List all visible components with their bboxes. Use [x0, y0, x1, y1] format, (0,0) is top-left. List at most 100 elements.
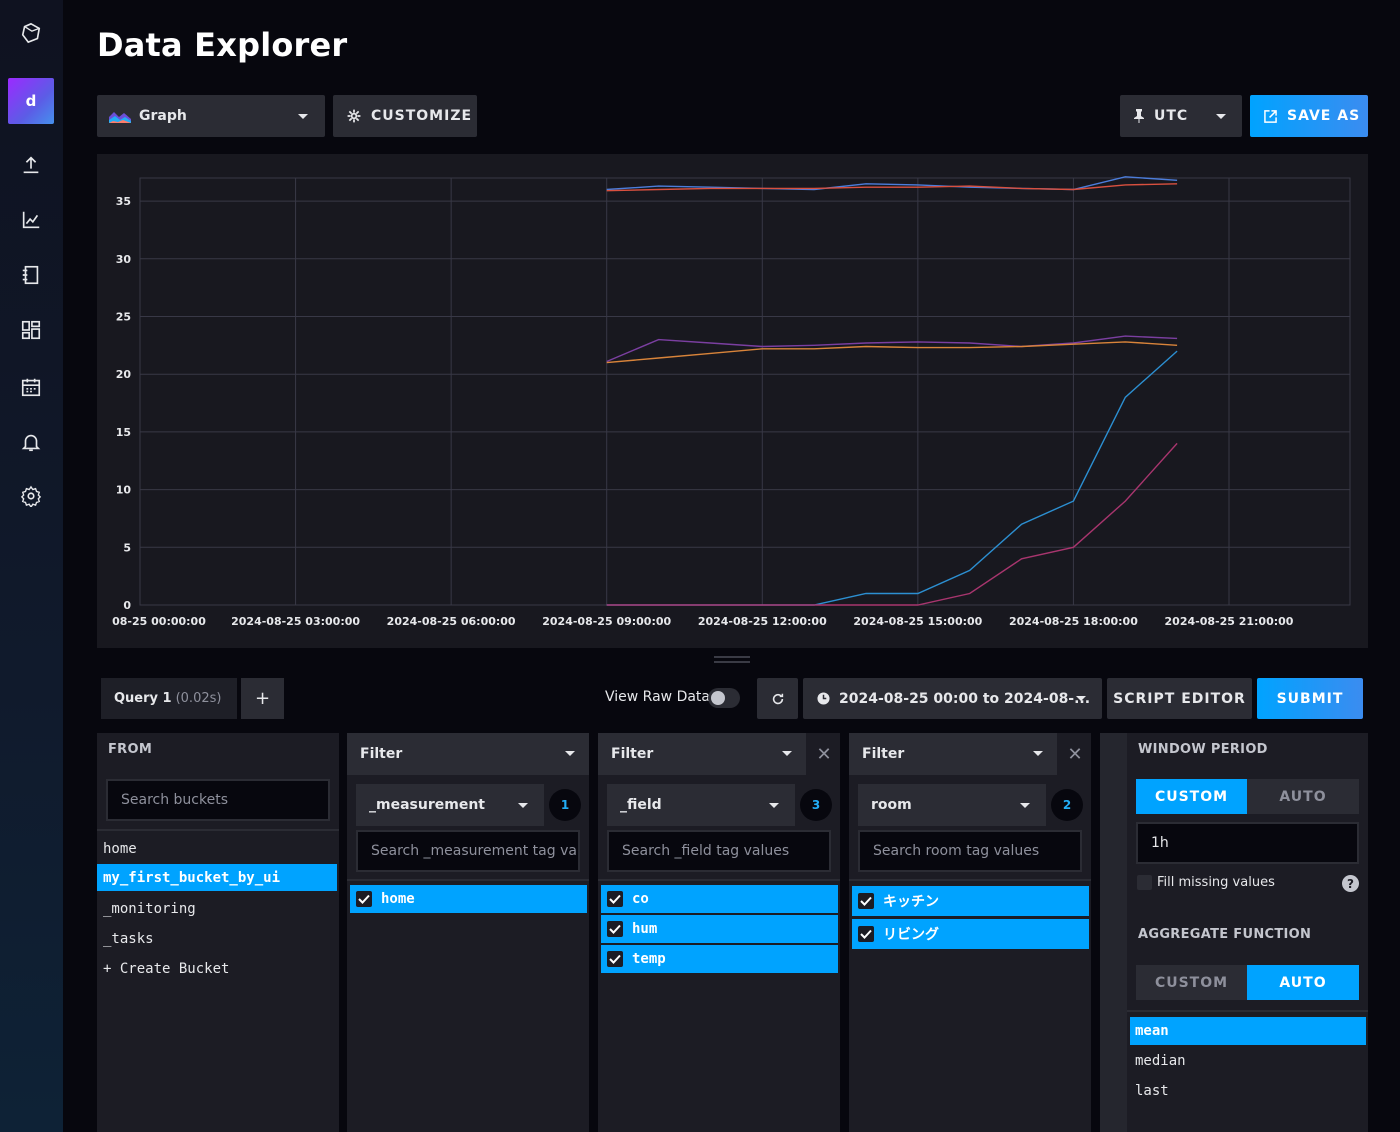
- filter-function-dropdown[interactable]: Filter: [849, 733, 1057, 775]
- query-tab-time: (0.02s): [175, 691, 222, 706]
- settings-icon[interactable]: [8, 473, 54, 519]
- timezone-label: UTC: [1154, 108, 1189, 124]
- close-icon[interactable]: ✕: [816, 743, 832, 765]
- tag-value-label: hum: [632, 921, 658, 937]
- clock-icon: [817, 692, 830, 705]
- bucket-item-selected[interactable]: my_first_bucket_by_ui: [97, 864, 337, 891]
- x-tick-label: 2024-08-25 21:00:00: [1165, 615, 1294, 628]
- query-tab-label: Query 1: [114, 691, 172, 706]
- create-bucket-item[interactable]: + Create Bucket: [103, 960, 230, 977]
- pin-icon: [1134, 109, 1144, 123]
- chevron-down-icon: [1033, 751, 1043, 756]
- y-tick-label: 5: [123, 541, 131, 554]
- tag-key-dropdown[interactable]: _measurement: [356, 784, 544, 826]
- upload-icon[interactable]: [8, 142, 54, 188]
- filter-function-dropdown[interactable]: Filter: [598, 733, 806, 775]
- checkbox-checked-icon: [356, 891, 372, 907]
- time-range-label: 2024-08-25 00:00 to 2024-08-...: [839, 690, 1091, 707]
- window-period-auto-button[interactable]: AUTO: [1247, 779, 1359, 814]
- tag-value-item[interactable]: キッチン: [852, 886, 1089, 916]
- tasks-icon[interactable]: [8, 364, 54, 410]
- tag-value-item[interactable]: co: [601, 885, 838, 913]
- customize-button[interactable]: CUSTOMIZE: [333, 95, 477, 137]
- fill-missing-checkbox[interactable]: [1137, 875, 1152, 890]
- add-query-button[interactable]: +: [241, 678, 284, 719]
- bucket-search-input[interactable]: Search buckets: [106, 779, 330, 821]
- save-as-button[interactable]: SAVE AS: [1250, 95, 1368, 137]
- chevron-down-icon: [1216, 114, 1226, 119]
- tag-value-search-input[interactable]: Search _field tag values: [607, 830, 831, 872]
- aggregate-auto-button[interactable]: AUTO: [1247, 965, 1359, 1000]
- tag-key-dropdown[interactable]: _field: [607, 784, 795, 826]
- time-range-dropdown[interactable]: 2024-08-25 00:00 to 2024-08-...: [803, 678, 1102, 719]
- data-explorer-icon[interactable]: [8, 197, 54, 243]
- y-tick-label: 20: [116, 368, 132, 381]
- divider: [97, 829, 339, 831]
- dashboards-icon[interactable]: [8, 307, 54, 353]
- plot-frame: [139, 177, 1351, 606]
- x-tick-label: 2024-08-25 06:00:00: [387, 615, 516, 628]
- y-tick-label: 15: [116, 426, 131, 439]
- checkbox-checked-icon: [607, 891, 623, 907]
- aggregate-custom-button[interactable]: CUSTOM: [1136, 965, 1247, 1000]
- logo-icon[interactable]: [8, 10, 54, 56]
- series-line: [606, 442, 1178, 606]
- timezone-dropdown[interactable]: UTC: [1120, 95, 1242, 137]
- collapse-gutter[interactable]: [1100, 733, 1127, 1132]
- checkbox-checked-icon: [607, 921, 623, 937]
- view-raw-data-toggle[interactable]: [708, 688, 740, 708]
- bucket-item[interactable]: _tasks: [103, 930, 154, 947]
- aggregate-column: WINDOW PERIOD CUSTOM AUTO 1h Fill missin…: [1100, 733, 1368, 1132]
- tag-value-item[interactable]: hum: [601, 915, 838, 943]
- divider: [1127, 1010, 1368, 1012]
- y-tick-label: 0: [123, 599, 131, 612]
- avatar[interactable]: d: [8, 78, 54, 124]
- view-type-label: Graph: [139, 108, 187, 124]
- y-tick-label: 35: [116, 195, 131, 208]
- view-raw-data-label: View Raw Data: [605, 689, 710, 705]
- tag-value-item[interactable]: リビング: [852, 919, 1089, 949]
- query-tab[interactable]: Query 1 (0.02s): [101, 678, 237, 719]
- x-tick-label: 2024-08-25 09:00:00: [542, 615, 671, 628]
- chevron-down-icon: [298, 114, 308, 119]
- gear-icon: [347, 109, 361, 123]
- series-line: [606, 176, 1178, 191]
- chevron-down-icon: [782, 751, 792, 756]
- view-type-dropdown[interactable]: Graph: [97, 95, 325, 137]
- from-label: FROM: [108, 742, 153, 757]
- refresh-button[interactable]: [757, 678, 798, 719]
- resize-handle[interactable]: [714, 656, 750, 663]
- aggregate-function-item[interactable]: last: [1135, 1083, 1169, 1099]
- aggregate-function-item[interactable]: median: [1135, 1053, 1186, 1069]
- series-line: [606, 350, 1178, 606]
- window-period-custom-button[interactable]: CUSTOM: [1136, 779, 1247, 814]
- toggle-knob: [711, 691, 725, 705]
- tag-value-item[interactable]: home: [350, 885, 587, 913]
- aggregate-function-item-selected[interactable]: mean: [1130, 1017, 1366, 1045]
- from-column: FROM Search buckets home my_first_bucket…: [97, 733, 339, 1132]
- submit-button[interactable]: SUBMIT: [1257, 678, 1363, 719]
- close-icon[interactable]: ✕: [1067, 743, 1083, 765]
- tag-value-search-input[interactable]: Search _measurement tag va: [356, 830, 580, 872]
- alerts-icon[interactable]: [8, 419, 54, 465]
- tag-value-label: リビング: [883, 927, 939, 943]
- x-tick-label: 2024-08-25 12:00:00: [698, 615, 827, 628]
- help-icon[interactable]: ?: [1342, 875, 1359, 892]
- tag-value-search-input[interactable]: Search room tag values: [858, 830, 1082, 872]
- filter-function-dropdown[interactable]: Filter: [347, 733, 589, 775]
- bucket-item[interactable]: _monitoring: [103, 900, 196, 917]
- notebooks-icon[interactable]: [8, 252, 54, 298]
- tag-value-item[interactable]: temp: [601, 945, 838, 973]
- filter-header-label: Filter: [862, 746, 905, 762]
- tag-value-label: temp: [632, 951, 666, 967]
- chevron-down-icon: [769, 803, 779, 808]
- customize-label: CUSTOMIZE: [371, 108, 473, 124]
- script-editor-button[interactable]: SCRIPT EDITOR: [1107, 678, 1252, 719]
- window-period-input[interactable]: 1h: [1136, 822, 1359, 864]
- filter-column-measurement: Filter _measurement 1 Search _measuremen…: [347, 733, 589, 1132]
- tag-key-dropdown[interactable]: room: [858, 784, 1046, 826]
- tag-value-label: キッチン: [883, 894, 939, 910]
- bucket-item[interactable]: home: [103, 840, 137, 857]
- divider: [849, 879, 1091, 881]
- x-tick-label: 2024-08-25 03:00:00: [231, 615, 360, 628]
